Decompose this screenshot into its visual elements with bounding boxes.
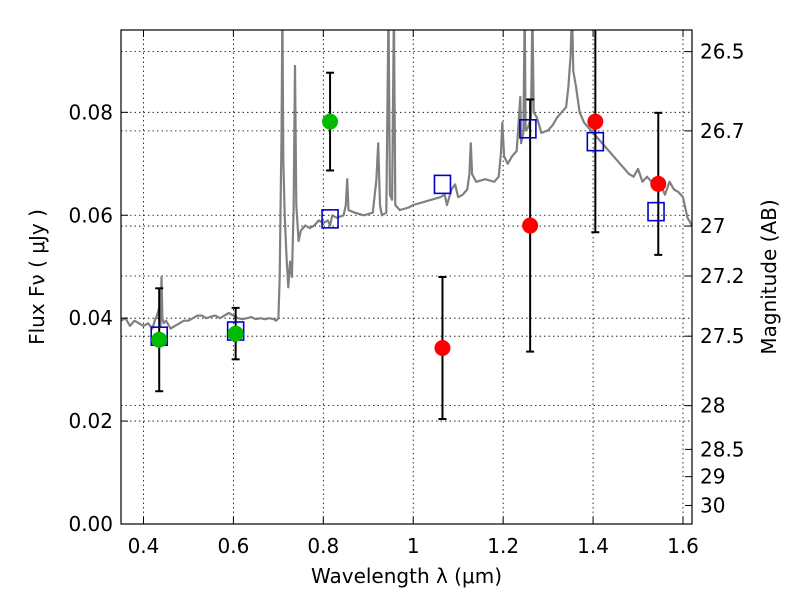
x-tick-label: 1.2 [487,534,519,558]
y2-tick-label: 27 [700,214,725,238]
y2-tick-label: 27.2 [700,264,745,288]
model-photometry-square [519,119,537,139]
y-tick-label: 0.06 [68,203,113,227]
nondetection-point [434,340,451,357]
model-photometry-square [433,174,452,195]
spectrum-line [121,30,692,330]
y-tick-label: 0.08 [68,100,113,124]
y-axis-label: Flux Fν ( μJy ) [25,209,49,345]
nondetection-point [522,217,539,234]
nondetection-point [587,113,604,130]
detection-point [322,113,339,130]
y2-tick-label: 29 [700,465,725,489]
y-tick-label: 0.00 [68,512,113,536]
model-photometry-square [647,201,665,222]
nondetection-point [650,175,667,192]
y2-tick-label: 27.5 [700,324,745,348]
y2-axis-label: Magnitude (AB) [757,199,781,354]
y-tick-label: 0.02 [68,409,113,433]
x-tick-label: 0.8 [307,534,339,558]
detection-point [151,331,168,348]
y2-tick-label: 26.5 [700,40,745,64]
plot-frame [120,29,693,525]
y2-tick-label: 30 [700,493,725,517]
model-photometry-square [586,131,605,152]
y2-tick-label: 28 [700,394,725,418]
x-tick-label: 0.6 [217,534,249,558]
x-axis-label: Wavelength λ (μm) [311,564,502,588]
data-layer [121,30,692,330]
x-tick-label: 1 [407,534,420,558]
x-tick-label: 0.4 [128,534,160,558]
plot-area [121,30,692,524]
model-photometry-square [321,209,339,229]
x-tick-label: 1.6 [667,534,699,558]
y-tick-label: 0.04 [68,306,113,330]
axis-ticks: 0.4 0.6 0.8 1 1.2 1.4 1.6 0.00 0.02 0.04 0.06 0.08 2… [68,30,745,558]
markers [150,113,667,357]
y2-tick-label: 26.7 [700,119,745,143]
detection-point [227,325,244,342]
x-tick-label: 1.4 [577,534,609,558]
y2-tick-label: 28.5 [700,437,745,461]
